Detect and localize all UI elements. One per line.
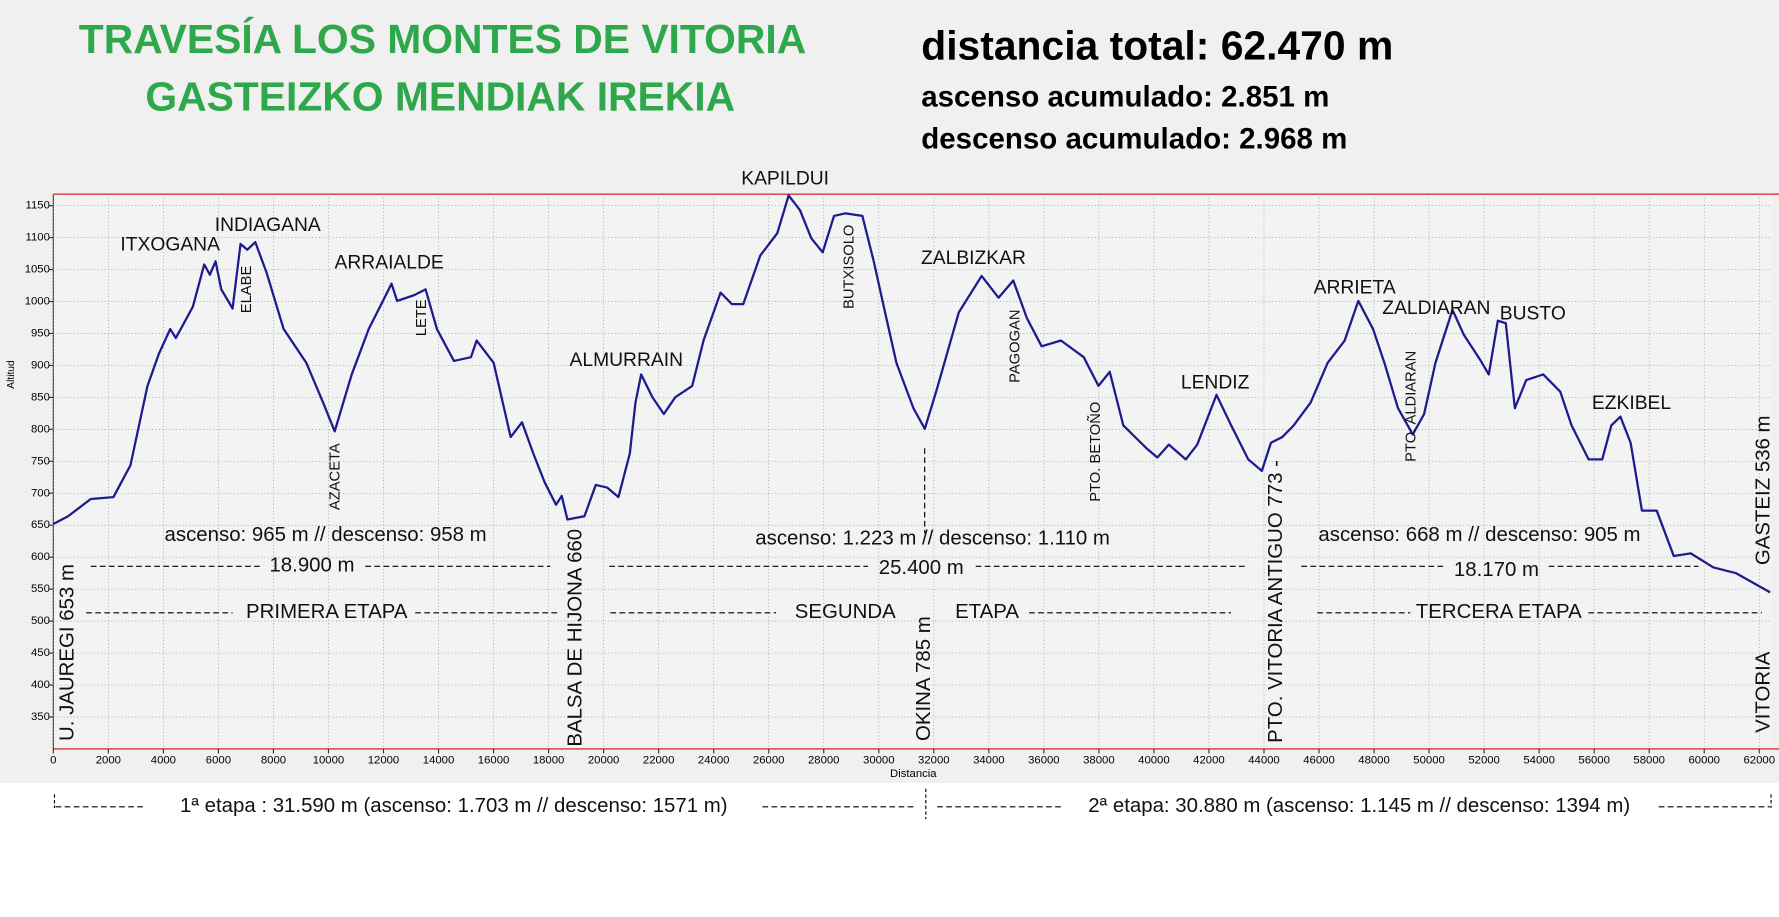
x-tick-label: 14000	[423, 754, 455, 766]
annotation: PRIMERA ETAPA	[246, 601, 408, 623]
annotation: LENDIZ	[1181, 373, 1250, 394]
annotation: ETAPA	[955, 601, 1019, 623]
annotation: AZACETA	[328, 443, 344, 510]
annotation: PTO. VITORIA ANTIGUO 773 -	[1265, 460, 1287, 743]
y-tick-label: 1050	[25, 264, 50, 276]
annotation: BALSA DE HIJONA 660	[565, 529, 587, 747]
x-tick-label: 38000	[1083, 754, 1115, 766]
y-tick-label: 950	[31, 327, 50, 339]
annotation: BUSTO	[1500, 304, 1566, 325]
x-tick-label: 2000	[96, 754, 121, 766]
annotation: 2ª etapa: 30.880 m (ascenso: 1.145 m // …	[1088, 795, 1630, 817]
x-tick-label: 20000	[588, 754, 620, 766]
annotation: ARRIETA	[1314, 277, 1396, 298]
annotation: LETE	[414, 299, 430, 336]
x-tick-label: 0	[50, 754, 56, 766]
annotation: ZALDIARAN	[1382, 298, 1490, 319]
x-tick-label: 44000	[1248, 754, 1280, 766]
x-axis-label: Distancia	[890, 768, 937, 780]
plot-area	[53, 194, 1773, 749]
x-tick-label: 34000	[973, 754, 1005, 766]
annotation: OKINA 785 m	[913, 616, 935, 741]
y-tick-label: 850	[31, 391, 50, 403]
annotation: PAGOGAN	[1007, 309, 1023, 382]
x-tick-label: 16000	[478, 754, 510, 766]
y-tick-label: 450	[31, 647, 50, 659]
x-tick-label: 12000	[368, 754, 400, 766]
y-axis-label: Altitud	[6, 360, 17, 389]
annotation: PTO. BETOÑO	[1087, 402, 1104, 502]
stat: ascenso acumulado: 2.851 m	[921, 81, 1329, 114]
annotation: ARRAIALDE	[335, 252, 444, 273]
y-tick-label: 1000	[25, 296, 50, 308]
y-tick-label: 1150	[26, 200, 50, 212]
x-tick-label: 10000	[313, 754, 345, 766]
y-tick-label: 750	[31, 455, 50, 467]
y-tick-label: 600	[31, 551, 50, 563]
x-tick-label: 26000	[753, 754, 785, 766]
annotation: EZKIBEL	[1592, 393, 1672, 414]
x-tick-label: 52000	[1468, 754, 1500, 766]
annotation: ascenso: 1.223 m // descenso: 1.110 m	[755, 527, 1110, 549]
x-tick-label: 4000	[151, 754, 176, 766]
y-tick-label: 800	[31, 423, 50, 435]
x-tick-label: 18000	[533, 754, 565, 766]
elevation-line	[52, 194, 1771, 594]
x-tick-label: 46000	[1303, 754, 1335, 766]
x-tick-label: 54000	[1523, 754, 1555, 766]
y-tick-label: 650	[31, 519, 50, 531]
annotation: PTO. ALDIARAN	[1403, 351, 1419, 462]
x-tick-label: 24000	[698, 754, 730, 766]
annotation: ascenso: 668 m // descenso: 905 m	[1318, 524, 1640, 546]
y-tick-label: 400	[31, 679, 50, 691]
annotation: ascenso: 965 m // descenso: 958 m	[165, 524, 487, 546]
y-tick-label: 900	[31, 359, 50, 371]
x-tick-label: 50000	[1413, 754, 1445, 766]
annotation: ELABE	[239, 266, 255, 314]
x-tick-label: 36000	[1028, 754, 1060, 766]
x-tick-label: 60000	[1688, 754, 1720, 766]
annotation: KAPILDUI	[741, 168, 829, 189]
annotation: SEGUNDA	[795, 601, 896, 623]
annotation: 25.400 m	[879, 557, 964, 579]
title: TRAVESÍA LOS MONTES DE VITORIA	[79, 16, 806, 62]
stat: distancia total: 62.470 m	[921, 23, 1393, 69]
annotation: ALMURRAIN	[570, 350, 683, 371]
x-tick-label: 28000	[808, 754, 840, 766]
y-tick-label: 350	[31, 711, 50, 723]
annotation: ZALBIZKAR	[921, 248, 1026, 269]
x-tick-label: 42000	[1193, 754, 1225, 766]
annotation: INDIAGANA	[215, 215, 321, 236]
x-tick-label: 32000	[918, 754, 950, 766]
x-tick-label: 30000	[863, 754, 895, 766]
annotation: 18.170 m	[1454, 559, 1539, 581]
x-tick-label: 48000	[1358, 754, 1390, 766]
annotation: 18.900 m	[269, 555, 354, 577]
x-tick-label: 6000	[206, 754, 231, 766]
y-tick-label: 550	[31, 583, 50, 595]
y-tick-label: 500	[31, 615, 50, 627]
x-tick-label: 58000	[1633, 754, 1665, 766]
y-tick-label: 700	[31, 487, 50, 499]
annotation: TERCERA ETAPA	[1416, 601, 1582, 623]
y-tick-label: 1100	[26, 232, 50, 244]
annotation: 1ª etapa : 31.590 m (ascenso: 1.703 m //…	[180, 795, 728, 817]
annotation: GASTEIZ 536 m	[1753, 415, 1775, 565]
annotation: U. JAUREGI 653 m	[56, 564, 78, 741]
annotation: ITXOGANA	[120, 234, 220, 255]
x-tick-label: 40000	[1138, 754, 1170, 766]
stat: descenso acumulado: 2.968 m	[921, 123, 1347, 156]
x-tick-label: 8000	[261, 754, 286, 766]
x-tick-label: 62000	[1744, 754, 1776, 766]
annotation: BUTXISOLO	[842, 225, 858, 309]
x-tick-label: 22000	[643, 754, 675, 766]
annotation: VITORIA	[1753, 651, 1775, 733]
title: GASTEIZKO MENDIAK IREKIA	[145, 74, 735, 120]
x-tick-label: 56000	[1578, 754, 1610, 766]
